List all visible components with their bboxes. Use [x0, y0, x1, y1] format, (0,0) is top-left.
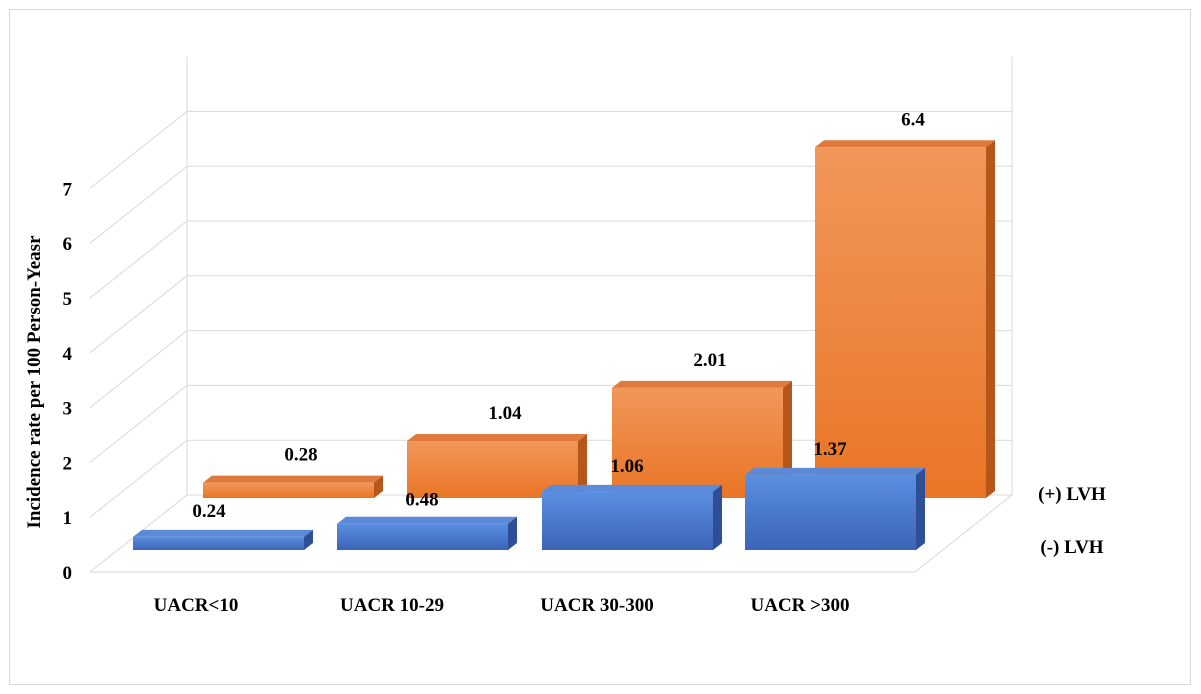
y-tick-label: 0	[63, 563, 73, 584]
x-category-label: UACR 10-29	[340, 595, 444, 616]
data-label: 6.4	[901, 109, 925, 130]
bar-top-face	[815, 140, 995, 148]
data-label: 1.06	[610, 456, 643, 477]
floor-right-edge	[914, 494, 1013, 573]
x-category-label: UACR<10	[154, 595, 239, 616]
bar-side-face	[374, 475, 383, 498]
data-label: 2.01	[693, 350, 726, 371]
bar-top-face	[133, 529, 313, 537]
bar-front-face	[745, 474, 916, 550]
bar-plus-lvh	[815, 140, 995, 498]
x-category-label: UACR 30-300	[540, 595, 653, 616]
bar-minus-lvh	[133, 529, 313, 550]
y-tick-label: 5	[63, 289, 73, 310]
bar-front-face	[815, 147, 986, 498]
y-tick-label: 7	[63, 179, 73, 200]
bar-front-face	[203, 482, 374, 498]
bars	[133, 140, 995, 550]
bar-side-face	[304, 529, 313, 550]
bar-top-face	[407, 434, 587, 442]
bar-minus-lvh	[337, 516, 517, 550]
y-axis-title: Incidence rate per 100 Person-Yeasr	[24, 235, 45, 529]
bar-front-face	[337, 523, 508, 550]
bar-side-face	[578, 434, 587, 498]
bar-minus-lvh	[542, 484, 722, 550]
bar-front-face	[133, 536, 304, 550]
bar-side-face	[986, 140, 995, 498]
y-tick-label: 6	[63, 234, 73, 255]
bar-minus-lvh	[745, 467, 925, 550]
y-tick-label: 2	[63, 453, 73, 474]
series-depth-label: (+) LVH	[1038, 484, 1106, 505]
data-label: 0.48	[405, 490, 438, 511]
bar-side-face	[916, 467, 925, 550]
series-depth-label: (-) LVH	[1040, 537, 1103, 558]
bar-plus-lvh	[203, 475, 383, 498]
axis-labels: 0 1 2 3 4 5 6 7 UACR<10 UACR 10-29 UACR 30-300 UACR…	[63, 179, 1107, 616]
bar-top-face	[203, 475, 383, 483]
data-labels: 0.28 1.04 2.01 6.4 0.24 0.48 1.06 1.37	[192, 109, 925, 522]
y-tick-label: 1	[63, 508, 73, 529]
bar-front-face	[542, 491, 713, 550]
bar-side-face	[713, 484, 722, 550]
bar-side-face	[508, 516, 517, 550]
data-label: 1.04	[488, 403, 522, 424]
bar-top-face	[337, 516, 517, 524]
data-label: 1.37	[813, 439, 847, 460]
y-tick-label: 4	[63, 344, 73, 365]
y-tick-label: 3	[63, 399, 73, 420]
bar-top-face	[542, 484, 722, 492]
data-label: 0.28	[284, 445, 317, 466]
bar-top-face	[745, 467, 925, 475]
data-label: 0.24	[192, 501, 226, 522]
x-category-label: UACR >300	[751, 595, 850, 616]
bar-top-face	[612, 380, 792, 388]
